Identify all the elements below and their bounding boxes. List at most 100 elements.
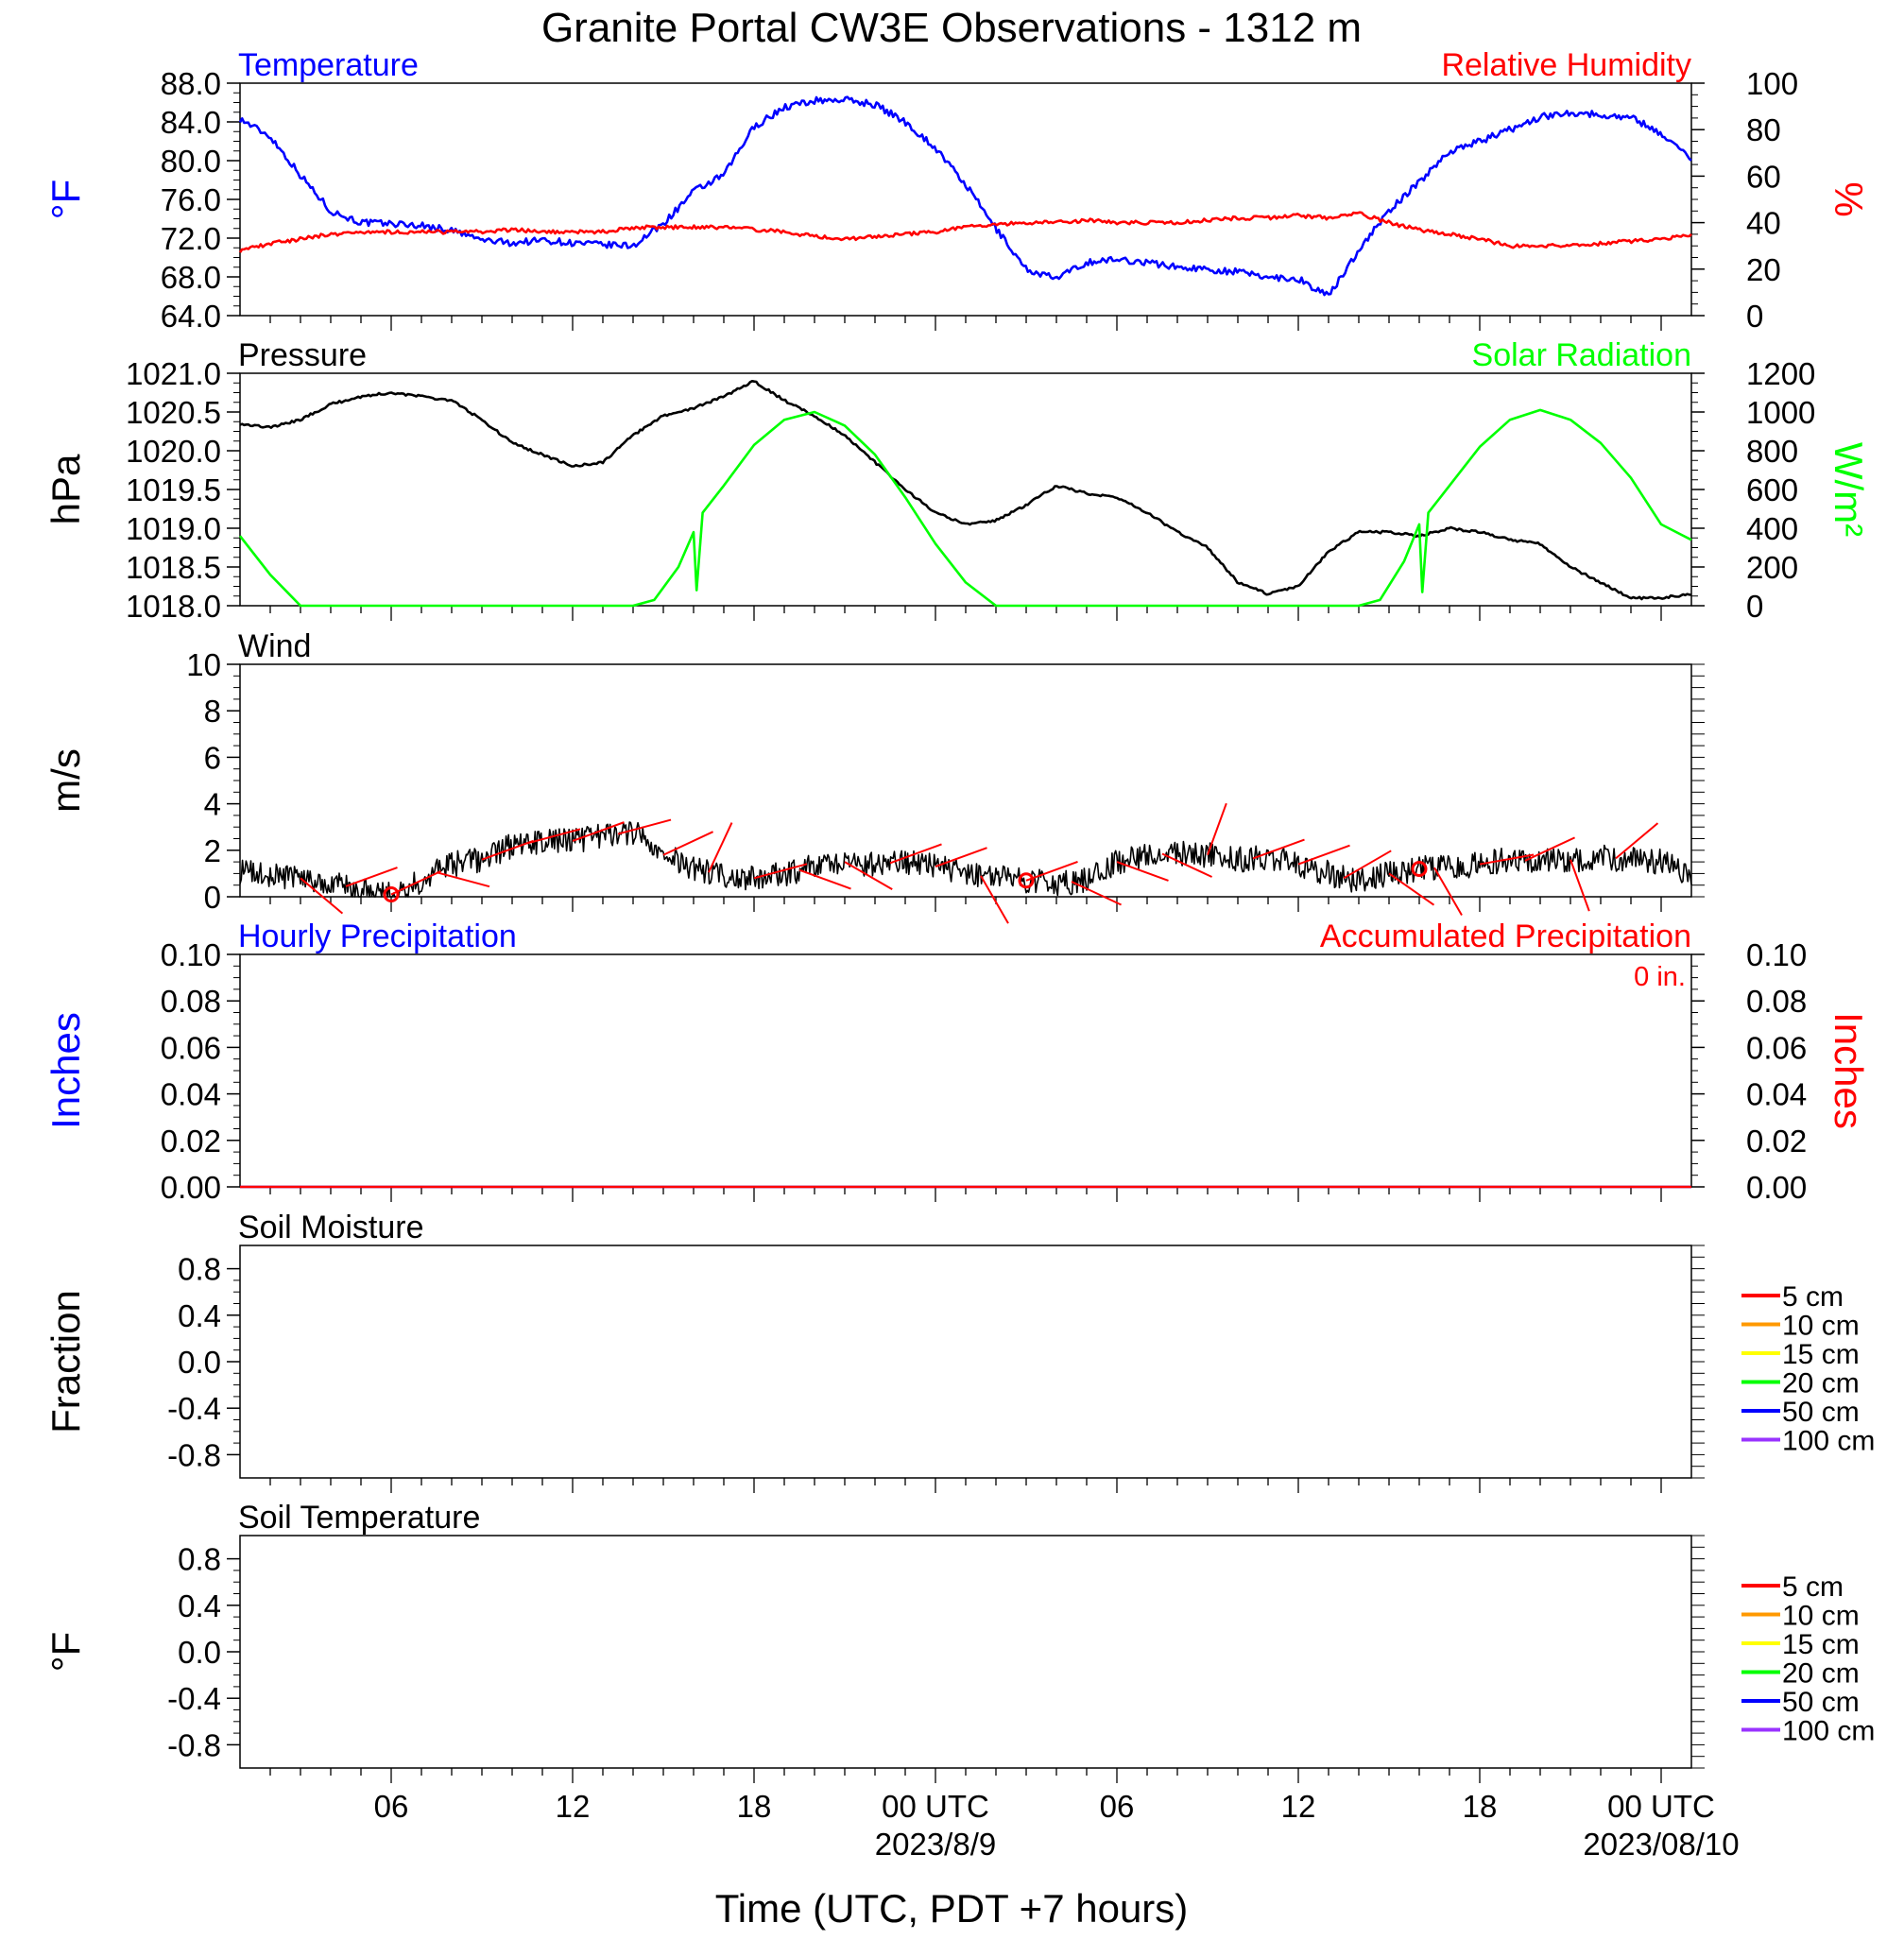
legend-label: 5 cm (1782, 1571, 1844, 1603)
legend-label: 50 cm (1782, 1687, 1860, 1718)
y-tick-label-right: 400 (1746, 511, 1798, 546)
y-tick-label: 80.0 (161, 144, 221, 179)
wind-direction-stick (1025, 861, 1078, 882)
y-axis-label-right: Inches (1827, 1012, 1871, 1129)
y-axis-label-left: m/s (43, 748, 88, 813)
y-tick-label-right: 600 (1746, 472, 1798, 507)
wind-direction-stick (1116, 861, 1169, 882)
precip-total-annotation: 0 in. (1634, 962, 1686, 992)
panel-title-left: Hourly Precipitation (238, 918, 517, 954)
panel-title-left: Temperature (238, 47, 419, 83)
y-axis-label-right: W/m² (1827, 442, 1871, 537)
y-tick-label: 76.0 (161, 182, 221, 217)
panel-title-right: Relative Humidity (1441, 47, 1691, 83)
y-axis-label-left: °F (43, 180, 88, 219)
y-axis-label-left: hPa (43, 454, 88, 524)
wind-direction-stick (1615, 822, 1659, 860)
panel-title-right: Solar Radiation (1472, 337, 1691, 373)
wind-direction-stick (300, 877, 344, 915)
x-tick-label: 06 (1100, 1789, 1135, 1824)
y-tick-label: 68.0 (161, 260, 221, 295)
y-tick-label: 1018.5 (126, 550, 221, 585)
legend-label: 100 cm (1782, 1716, 1875, 1747)
y-tick-label: 6 (204, 740, 221, 775)
y-tick-label: 84.0 (161, 105, 221, 140)
y-tick-label-right: 0.08 (1746, 984, 1807, 1019)
wind-direction-stick (980, 875, 1009, 924)
y-tick-label: 8 (204, 694, 221, 729)
y-tick-label: -0.8 (167, 1437, 221, 1472)
x-tick-label: 12 (1281, 1789, 1316, 1824)
y-axis-label-left: Fraction (43, 1290, 88, 1434)
y-tick-label-right: 1000 (1746, 395, 1815, 430)
wind-direction-stick (1071, 881, 1122, 906)
wind-direction-stick (1161, 852, 1212, 878)
panel-temperature-humidity: 64.0 68.0 72.0 76.080.0 84.0 88.0 0 20 40 60 80 100… (43, 47, 1871, 334)
wind-direction-stick (1388, 872, 1435, 906)
panel-precipitation: 0.00 0.02 0.04 0.06 0.08 0.10 0.00 0.02 0.04 0.06… (43, 918, 1871, 1205)
y-tick-label: 0.8 (178, 1252, 221, 1287)
panel-wind: 0 2 4 6 8 10 Wind m/s (43, 628, 1705, 924)
y-tick-label: 1020.5 (126, 395, 221, 430)
wind-direction-stick (1570, 859, 1590, 912)
y-tick-label: 64.0 (161, 299, 221, 334)
legend-label: 50 cm (1782, 1397, 1860, 1428)
y-tick-label: 72.0 (161, 221, 221, 256)
wind-direction-stick (345, 867, 398, 887)
y-tick-label: 0.06 (161, 1030, 221, 1065)
x-tick-label: 00 UTC (1607, 1789, 1715, 1824)
wind-direction-stick (1479, 853, 1535, 866)
panel-title-left: Wind (238, 628, 311, 664)
wind-direction-stick (708, 822, 733, 873)
y-tick-label: -0.8 (167, 1727, 221, 1762)
y-tick-label-right: 40 (1746, 206, 1781, 241)
y-tick-label: 0.4 (178, 1588, 221, 1623)
legend-label: 100 cm (1782, 1426, 1875, 1457)
y-tick-label: 0.04 (161, 1077, 221, 1112)
y-tick-label: 1018.0 (126, 589, 221, 624)
calm-wind-marker (1018, 872, 1035, 889)
y-tick-label-right: 800 (1746, 434, 1798, 469)
legend-label: 20 cm (1782, 1368, 1860, 1399)
calm-wind-marker (1411, 860, 1428, 877)
y-tick-label: 88.0 (161, 66, 221, 101)
y-tick-label-right: 1200 (1746, 356, 1815, 391)
panel-soil-moisture: -0.8 -0.4 0.0 0.4 0.8 Soil Moisture Fraction 5 … (43, 1210, 1875, 1493)
wind-direction-stick (1252, 838, 1305, 860)
y-tick-label-right: 0.00 (1746, 1170, 1807, 1205)
y-tick-label: 1019.5 (126, 472, 221, 507)
legend-label: 10 cm (1782, 1311, 1860, 1342)
y-tick-label: 0.08 (161, 984, 221, 1019)
y-tick-label-right: 100 (1746, 66, 1798, 101)
wind-direction-stick (1297, 844, 1350, 866)
y-tick-label-right: 0 (1746, 589, 1763, 624)
y-tick-label-right: 80 (1746, 112, 1781, 147)
y-tick-label: 0.8 (178, 1542, 221, 1577)
x-tick-label: 12 (556, 1789, 591, 1824)
y-axis-label-left: Inches (43, 1012, 88, 1129)
wind-direction-stick (481, 839, 534, 861)
x-date-label: 2023/8/9 (875, 1827, 996, 1862)
y-tick-label: 0.10 (161, 937, 221, 972)
wind-direction-stick (753, 863, 808, 880)
y-tick-label: 0.0 (178, 1635, 221, 1670)
plot-frame (239, 372, 1692, 607)
panel-title-right: Accumulated Precipitation (1320, 918, 1691, 954)
panel-title-left: Soil Temperature (238, 1500, 480, 1536)
calm-wind-marker (383, 886, 400, 903)
panel-title-left: Soil Moisture (238, 1210, 424, 1245)
legend-label: 10 cm (1782, 1601, 1860, 1632)
plot-frame (239, 82, 1692, 317)
series-line-wind (239, 821, 1692, 898)
y-tick-label: 1019.0 (126, 511, 221, 546)
y-tick-label: -0.4 (167, 1681, 221, 1716)
series-line-solar-radiation (238, 408, 1692, 608)
y-tick-label-right: 0 (1746, 299, 1763, 334)
y-tick-label: 1021.0 (126, 356, 221, 391)
y-tick-label-right: 0.02 (1746, 1124, 1807, 1159)
wind-direction-stick (1524, 836, 1575, 862)
y-tick-label: 0.02 (161, 1124, 221, 1159)
series-line-relative-humidity (238, 211, 1692, 253)
